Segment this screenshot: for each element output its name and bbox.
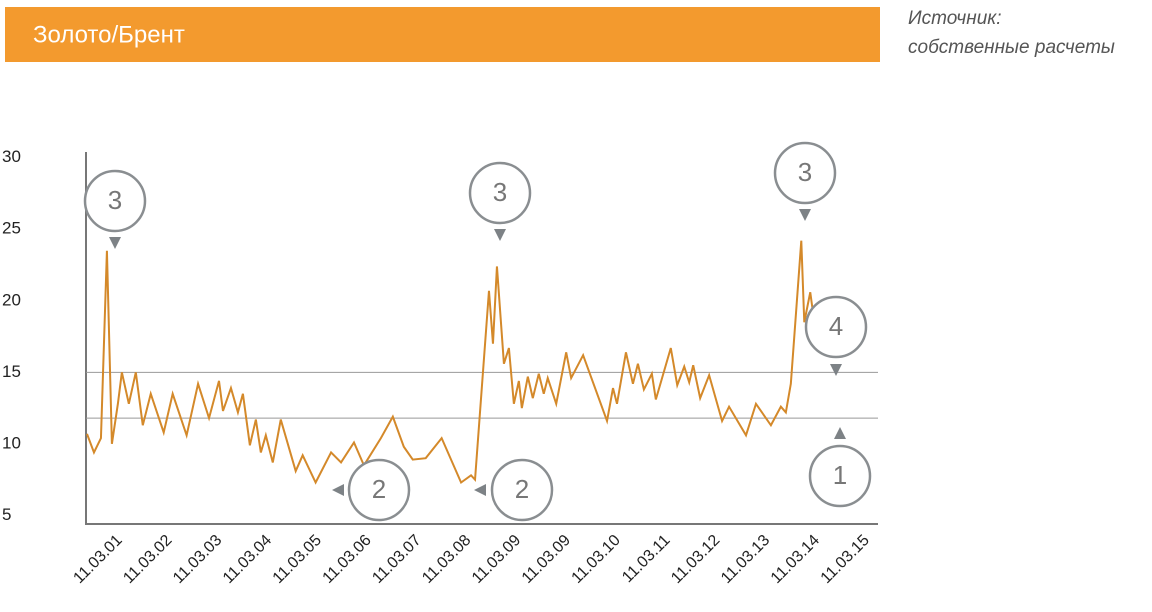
annotation-arrow — [494, 229, 506, 241]
x-tick-label: 11.03.09 — [519, 532, 574, 587]
annotation-arrow — [474, 484, 486, 496]
x-tick-label: 11.03.12 — [668, 532, 723, 587]
header-bar — [5, 7, 880, 62]
annotation-label: 2 — [515, 474, 529, 504]
annotation-label: 2 — [372, 474, 386, 504]
annotation-circle — [347, 458, 411, 522]
x-tick-label: 11.03.01 — [70, 532, 125, 587]
x-tick-label: 11.03.07 — [369, 532, 424, 587]
y-tick-label: 20 — [2, 290, 21, 309]
x-tick-label: 11.03.03 — [170, 532, 225, 587]
annotation-circle — [490, 458, 554, 522]
y-tick-label: 15 — [2, 362, 21, 381]
annotation-circle — [808, 444, 872, 508]
annotation-label: 3 — [108, 185, 122, 215]
x-tick-label: 11.03.14 — [768, 532, 823, 587]
x-tick-label: 11.03.13 — [718, 532, 773, 587]
x-tick-label: 11.03.06 — [320, 532, 375, 587]
x-tick-label: 11.03.15 — [818, 532, 873, 587]
annotation-label: 3 — [493, 177, 507, 207]
annotation-label: 1 — [833, 460, 847, 490]
annotation-circle — [804, 295, 868, 359]
chart-title: Золото/Брент — [33, 21, 185, 48]
y-tick-label: 25 — [2, 219, 21, 238]
x-tick-label: 11.03.04 — [220, 532, 275, 587]
x-tick-label: 11.03.02 — [120, 532, 175, 587]
annotation-circle — [83, 169, 147, 233]
y-tick-label: 30 — [2, 147, 21, 166]
x-tick-label: 11.03.11 — [619, 532, 673, 586]
source-label: Источник: — [908, 8, 1002, 29]
y-tick-label: 10 — [2, 433, 21, 452]
x-tick-label: 11.03.10 — [569, 532, 624, 587]
y-tick-label: 5 — [2, 505, 11, 524]
x-tick-label: 11.03.09 — [469, 532, 524, 587]
annotation-circle — [773, 141, 837, 205]
annotation-label: 3 — [798, 157, 812, 187]
annotation-arrow — [332, 484, 344, 496]
x-tick-label: 11.03.08 — [419, 532, 474, 587]
x-tick-label: 11.03.05 — [270, 532, 325, 587]
annotation-arrow — [830, 364, 842, 376]
annotation-arrow — [109, 237, 121, 249]
annotation-circle — [468, 161, 532, 225]
annotation-arrow — [799, 209, 811, 221]
annotation-arrow — [834, 427, 846, 439]
series-line — [86, 240, 826, 485]
source-text: собственные расчеты — [908, 37, 1115, 58]
annotation-label: 4 — [829, 311, 843, 341]
